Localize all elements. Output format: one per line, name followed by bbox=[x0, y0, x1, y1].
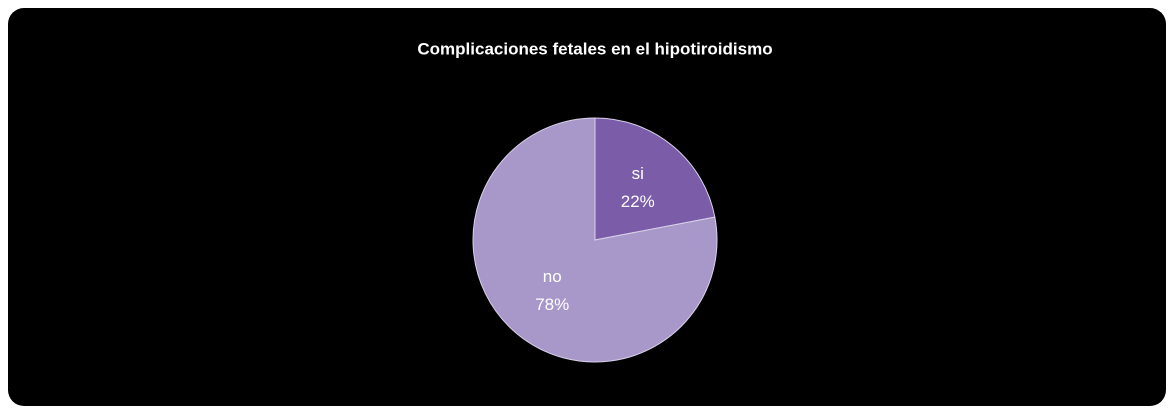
pie-slice bbox=[594, 117, 716, 241]
slice-value-label: 22% bbox=[621, 192, 655, 211]
slice-label: si bbox=[632, 164, 644, 183]
pie-slice bbox=[472, 117, 718, 363]
slice-value-label: 78% bbox=[535, 295, 569, 314]
slice-label: no bbox=[543, 267, 562, 286]
chart-title: Complicaciones fetales en el hipotiroidi… bbox=[417, 39, 772, 58]
